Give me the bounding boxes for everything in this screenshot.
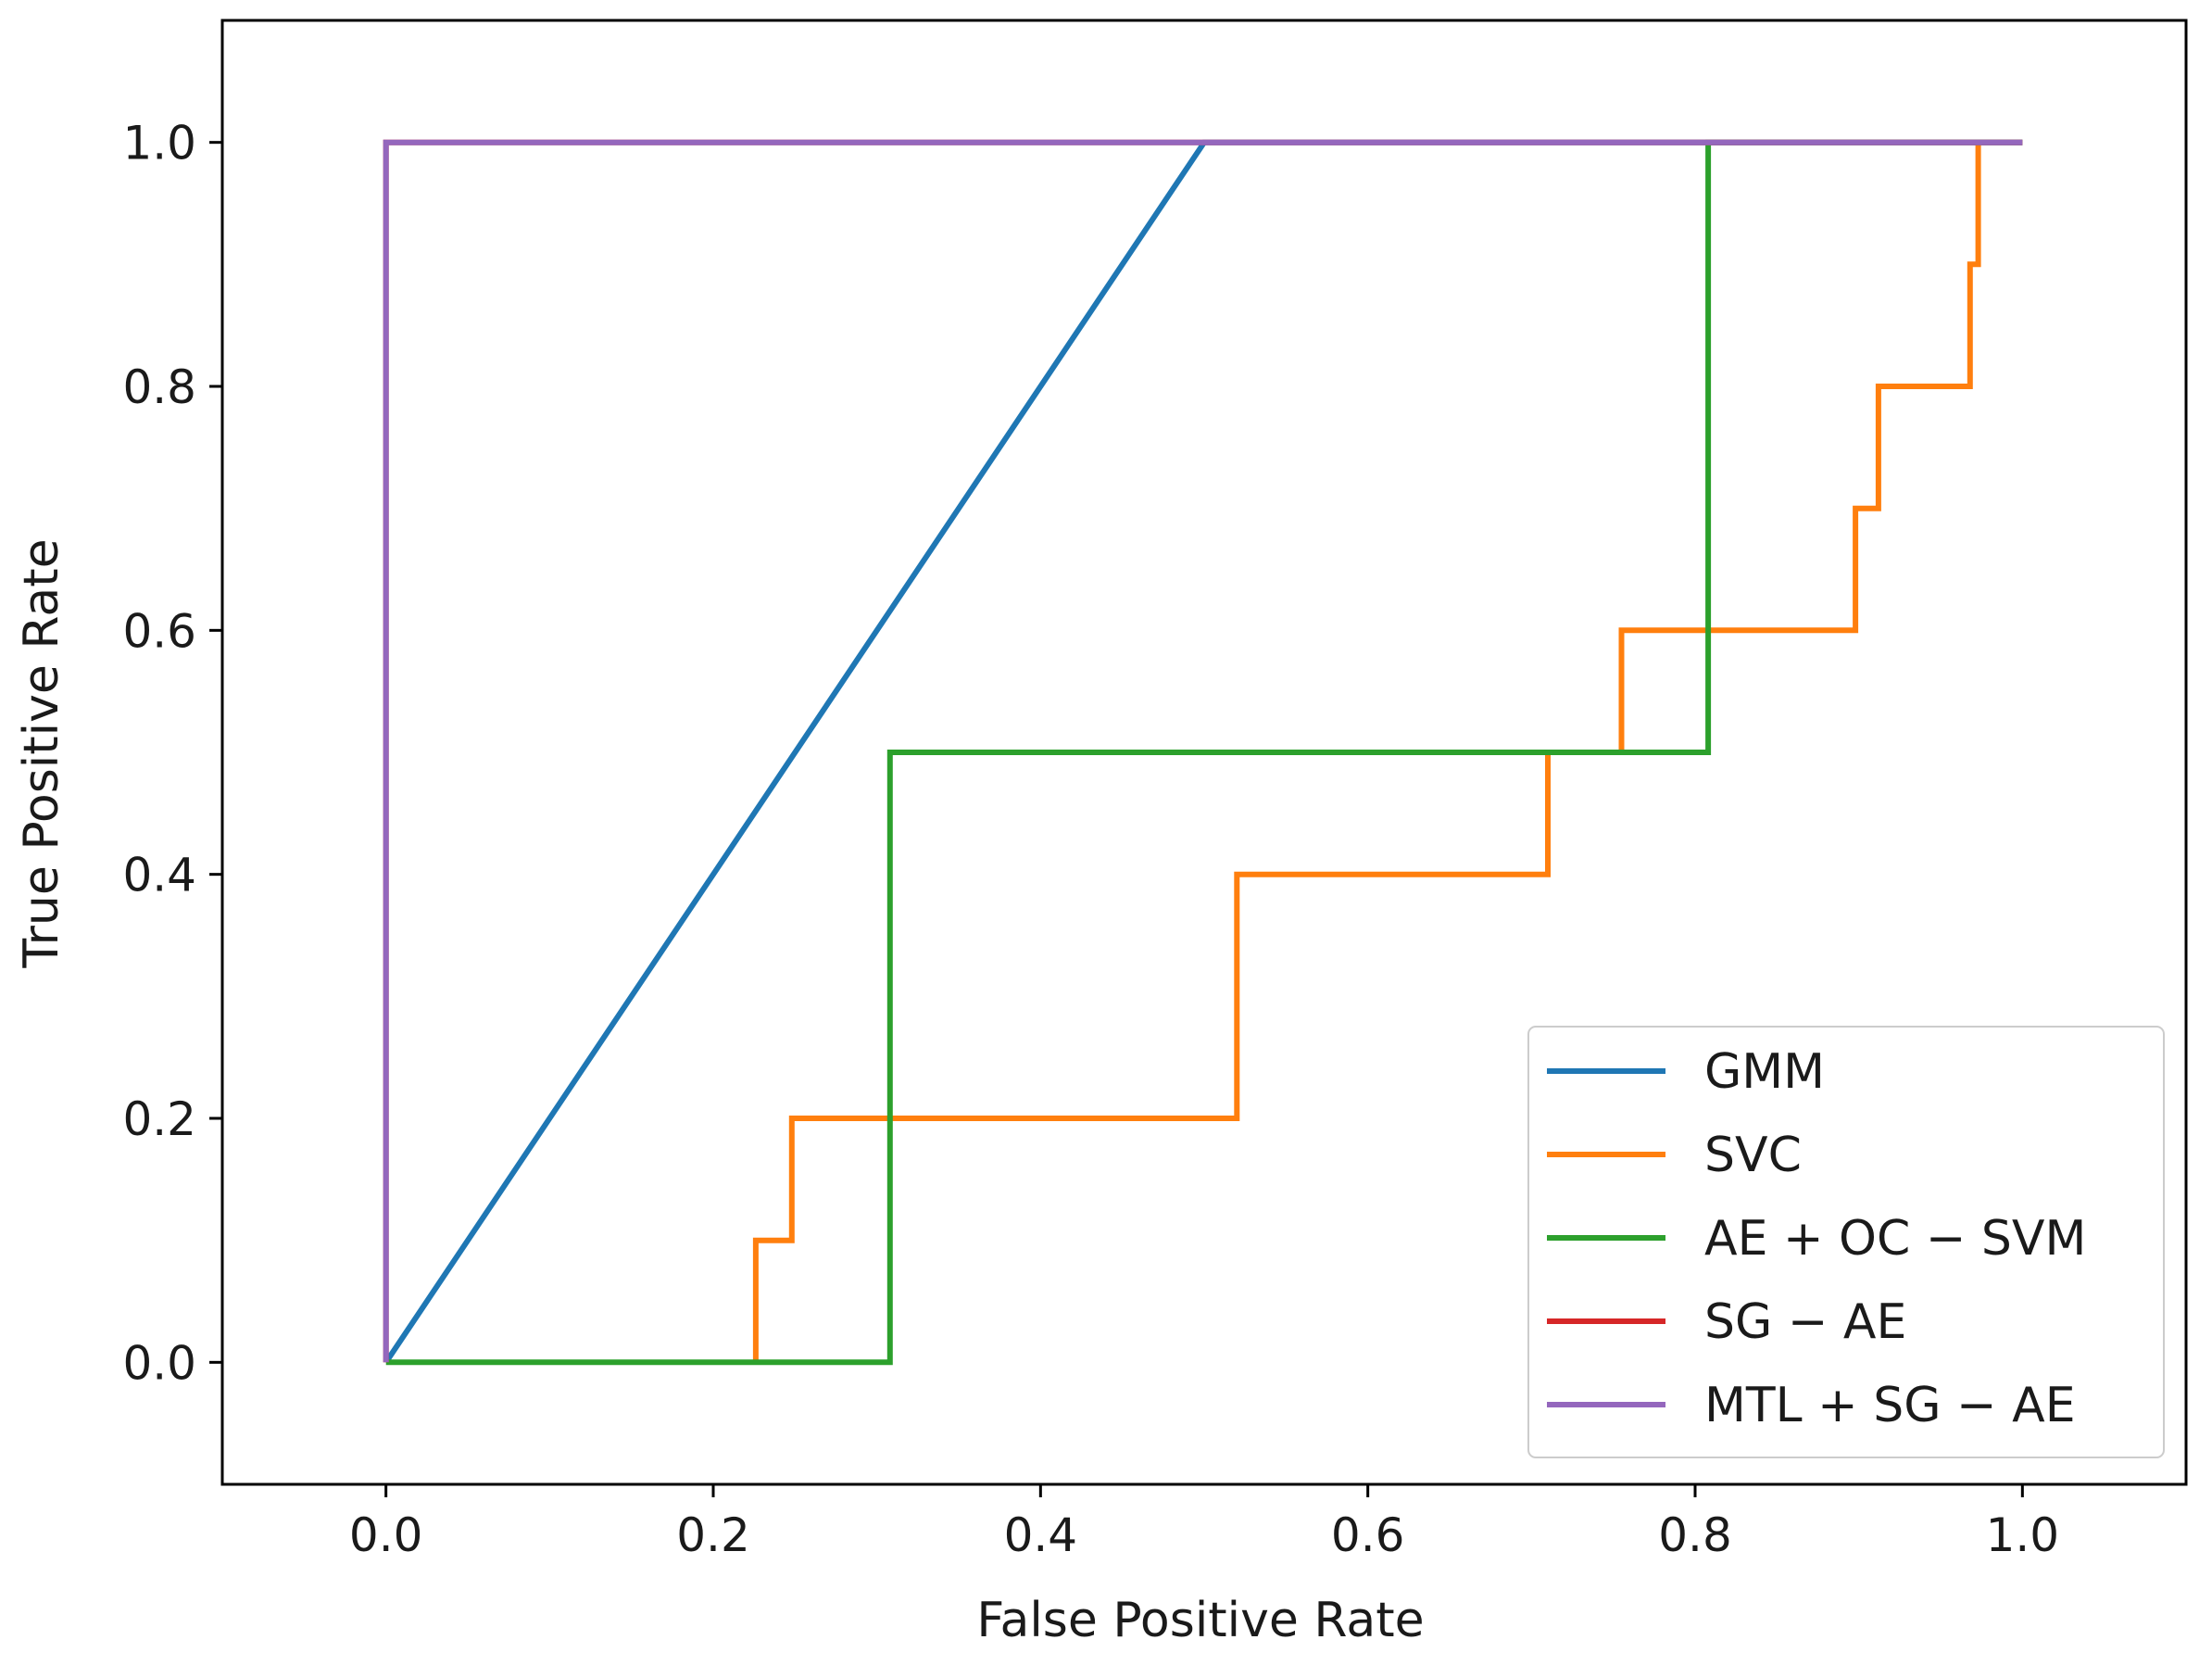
legend-label: SVC [1704, 1128, 1802, 1183]
y-axis-label: True Positive Rate [14, 538, 69, 968]
y-tick-label: 0.2 [122, 1092, 196, 1146]
plot-area [220, 19, 2188, 1486]
series-line-1 [752, 142, 1981, 1363]
x-tick-label: 0.0 [349, 1508, 423, 1562]
x-axis-ticks: 0.0 0.2 0.4 0.6 0.8 1.0 [349, 1484, 2059, 1562]
axes-frame [220, 19, 2188, 1486]
y-tick-label: 0.4 [122, 849, 196, 902]
legend-label: AE + OC − SVM [1704, 1211, 2086, 1267]
legend-label: MTL + SG − AE [1704, 1378, 2076, 1433]
y-axis-ticks: 0.0 0.2 0.4 0.6 0.8 1.0 [122, 117, 222, 1390]
legend: GMM SVC AE + OC − SVM SG − AE MTL + SG − AE [1527, 1026, 2165, 1458]
series-line-4 [383, 139, 2023, 1363]
x-axis-label: False Positive Rate [976, 1593, 1424, 1648]
y-tick-label: 0.8 [122, 360, 196, 414]
y-tick-label: 0.0 [122, 1336, 196, 1390]
x-tick-label: 0.6 [1331, 1508, 1405, 1562]
legend-label: SG − AE [1704, 1294, 1906, 1350]
legend-box [1527, 1026, 2165, 1458]
y-tick-label: 0.6 [122, 604, 196, 658]
x-tick-label: 0.8 [1658, 1508, 1732, 1562]
x-tick-label: 0.2 [676, 1508, 750, 1562]
legend-label: GMM [1704, 1044, 1825, 1100]
x-tick-label: 0.4 [1004, 1508, 1078, 1562]
x-tick-label: 1.0 [1986, 1508, 2060, 1562]
y-tick-label: 1.0 [122, 117, 196, 170]
